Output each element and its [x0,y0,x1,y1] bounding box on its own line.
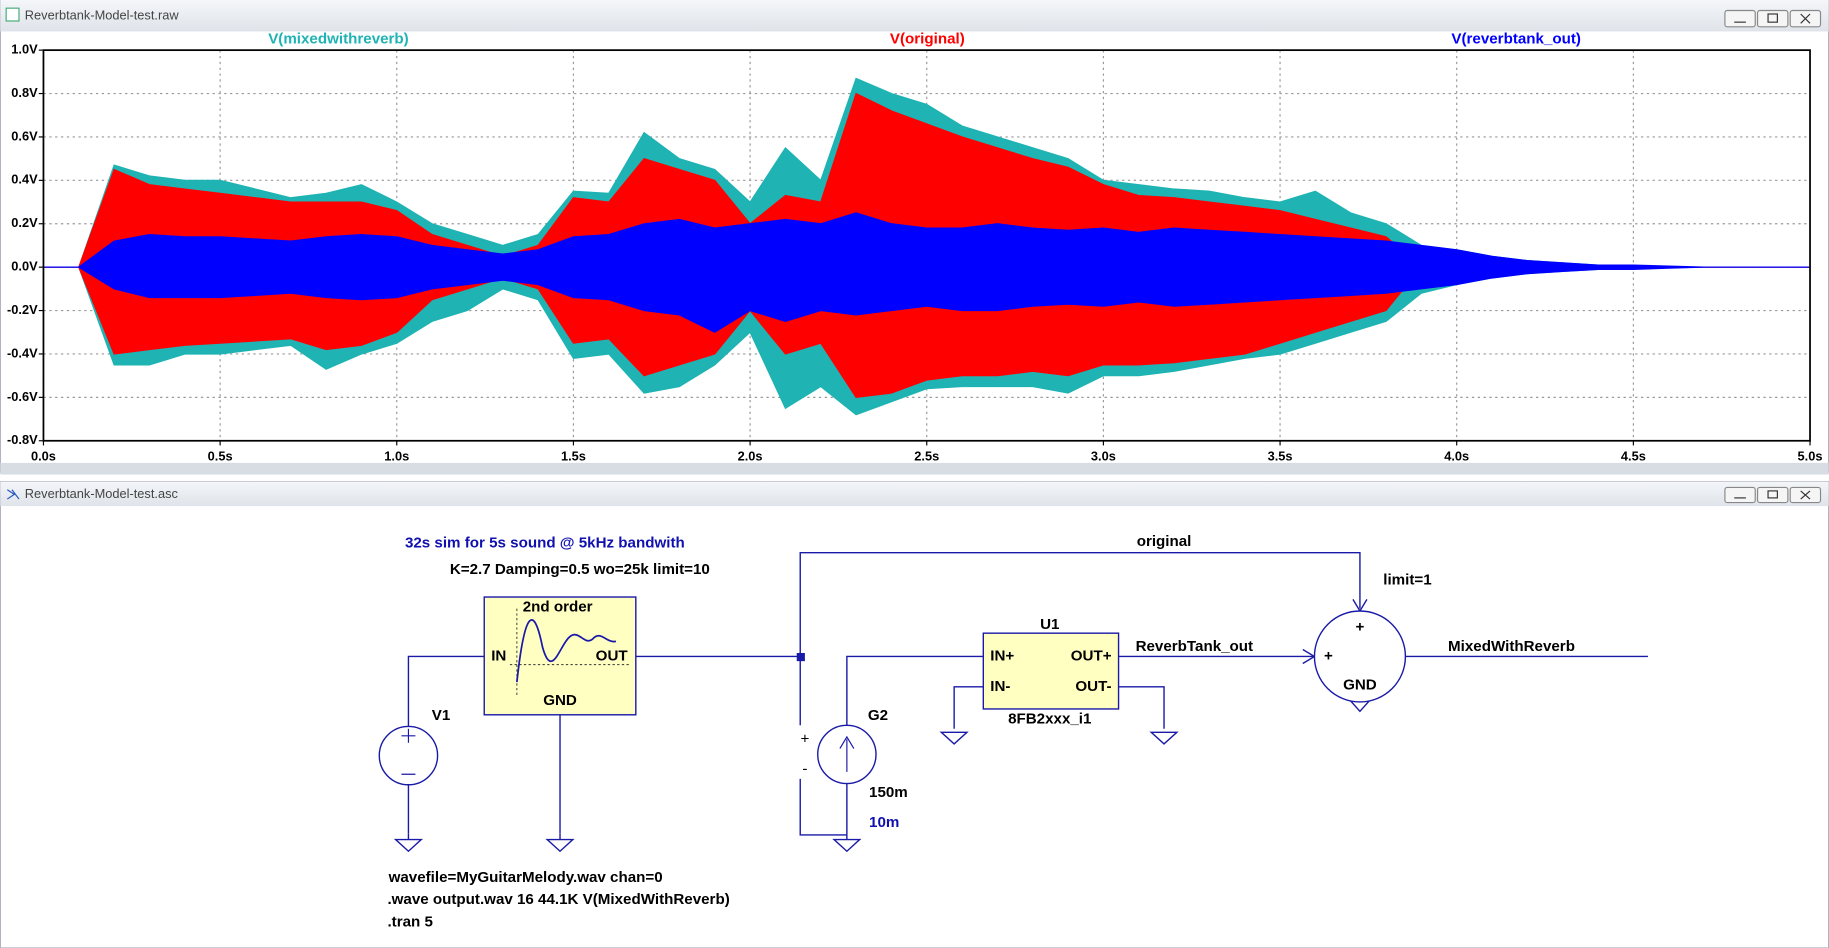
y-tick-label: 0.0V [11,259,38,274]
component-name: V1 [432,707,451,724]
y-tick-label: 0.6V [11,128,38,143]
schematic: + - 32s sim for 5s sound @ 5kHz bandwith… [378,533,1648,930]
component-param: limit=1 [1383,572,1431,589]
x-tick-label: 2.0s [738,448,763,463]
plot: 1.0V 0.8V 0.6V 0.4V 0.2V 0.0V -0.2V -0.4V -0.6V -… [7,31,1822,464]
pin-label: OUT+ [1071,647,1112,664]
filter-block [483,596,637,716]
window-icon [5,7,20,22]
y-tick-label: -0.6V [7,389,38,404]
x-tick-label: 3.5s [1268,448,1293,463]
pin-label: + [1324,647,1333,664]
window-title: Reverbtank-Model-test.raw [25,8,180,23]
pin-label: + [1356,618,1365,635]
junction [796,652,805,662]
x-tick-label: 1.0s [384,448,409,463]
x-tick-label: 4.0s [1444,448,1469,463]
legend-entry: V(mixedwithreverb) [268,31,409,48]
pin-label: IN [491,647,506,664]
net-label: ReverbTank_out [1136,638,1254,655]
component-value: wavefile=MyGuitarMelody.wav chan=0 [388,869,663,886]
wire [635,552,1361,658]
net-label: original [1137,533,1192,550]
filter-curve [516,619,617,683]
pin-label: GND [543,692,577,709]
component-value: 10m [869,814,899,831]
pin-label: IN- [990,678,1010,695]
legend-entry: V(original) [890,31,965,48]
net-label: MixedWithReverb [1448,638,1575,655]
wire [953,686,1165,729]
component-value: 150m [869,784,908,801]
splitter [0,462,1829,475]
legend-entry: V(reverbtank_out) [1451,31,1581,48]
component-model: 8FB2xxx_i1 [1008,710,1091,727]
window-icon [6,489,20,500]
plot-frame [42,49,1811,442]
pin-label: GND [1343,677,1377,694]
wire [407,655,485,727]
wire [799,778,848,836]
wire [846,655,984,726]
spice-directive: .wave output.wav 16 44.1K V(MixedWithRev… [387,891,729,908]
schematic-window [0,480,1829,948]
title-bar [0,481,1829,507]
title-bar [0,0,1829,32]
x-tick-label: 3.0s [1091,448,1116,463]
waveform [43,212,1811,333]
y-tick-label: -0.2V [7,302,38,317]
icon [1767,13,1778,23]
pin-minus: - [802,761,807,778]
y-tick-label: 0.4V [11,172,38,187]
minimize-button[interactable] [1724,486,1756,504]
window-controls [1724,486,1822,504]
x-tick-label: 5.0s [1798,448,1823,463]
y-tick-label: 0.8V [11,85,38,100]
x-tick-label: 2.5s [914,448,939,463]
x-tick-label: 1.5s [561,448,586,463]
comment: 32s sim for 5s sound @ 5kHz bandwith [405,534,685,551]
icon [1800,13,1811,24]
icon [1800,490,1811,500]
y-tick-label: -0.8V [7,432,38,447]
filter-plot-label: 2nd order [523,599,593,616]
window-controls [1724,9,1822,28]
spice-directive: .tran 5 [387,913,432,930]
voltage-source [378,725,439,786]
restore-button[interactable] [1756,9,1789,28]
component-name: U1 [1040,616,1059,633]
y-tick-label: 1.0V [11,42,38,57]
x-tick-label: 0.5s [208,448,233,463]
pin-plus: + [800,730,809,747]
x-tick-label: 4.5s [1621,448,1646,463]
y-tick-label: -0.4V [7,345,38,360]
pin-label: OUT- [1075,678,1111,695]
summer [1313,610,1407,703]
filter-params: K=2.7 Damping=0.5 wo=25k limit=10 [450,561,710,578]
x-tick-label: 0.0s [31,448,56,463]
y-tick-label: 0.2V [11,215,38,230]
window-title: Reverbtank-Model-test.asc [25,486,179,501]
current-arrow [839,735,855,772]
icon [1767,490,1778,499]
pin-label: OUT [596,647,629,664]
component-name: G2 [868,707,888,724]
pin-label: IN+ [990,647,1014,664]
polarity [401,728,416,775]
ground [393,698,1372,853]
u1-block [982,632,1120,710]
minimize-button[interactable] [1724,9,1756,28]
restore-button[interactable] [1756,486,1789,504]
